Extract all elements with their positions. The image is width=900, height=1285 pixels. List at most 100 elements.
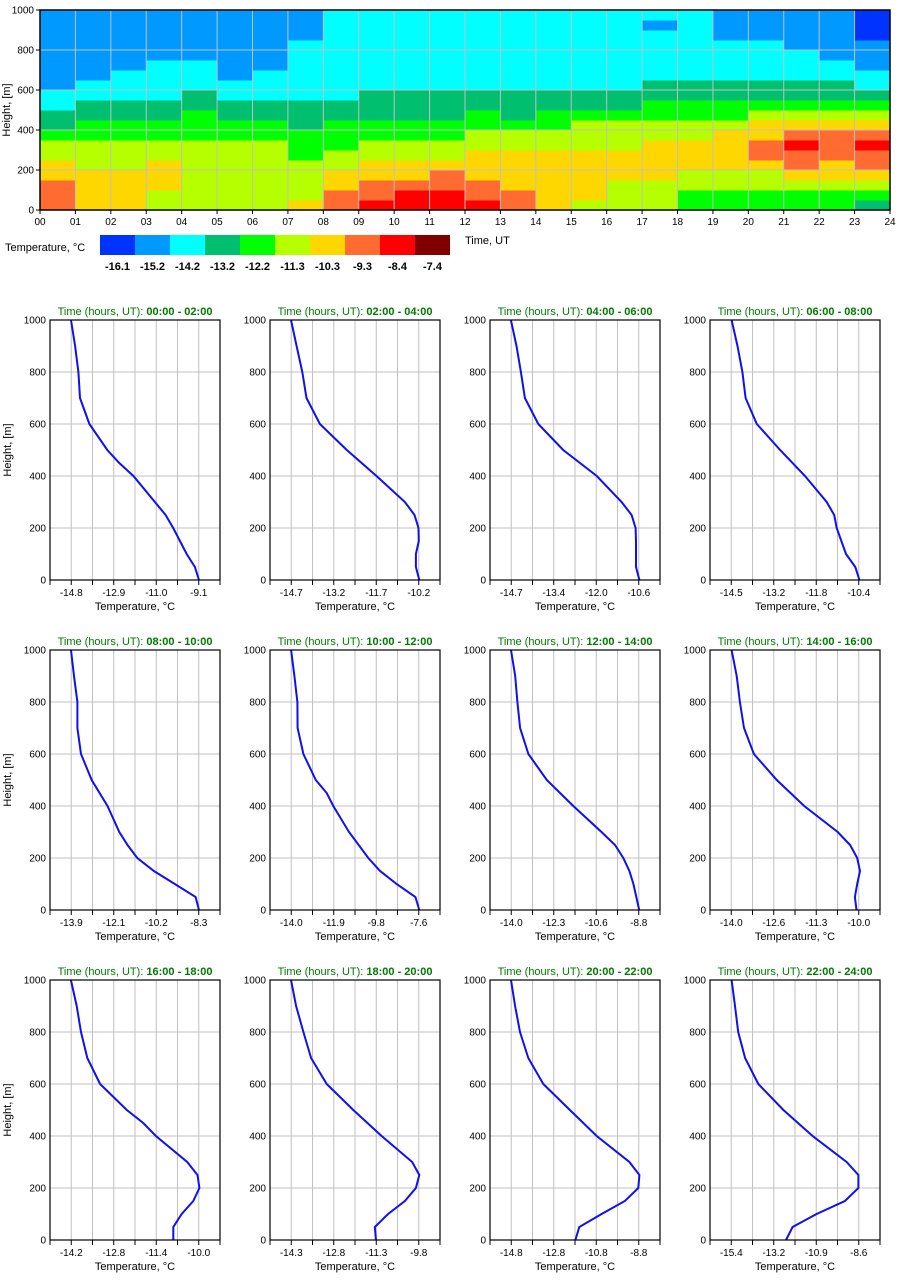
- heatmap-cell: [110, 80, 147, 91]
- temperature-profile-line: [510, 649, 641, 911]
- colorbar-swatch: [380, 235, 415, 255]
- heatmap-cell: [783, 120, 820, 131]
- heatmap-cell: [712, 100, 749, 111]
- heatmap-xlabel: Time, UT: [465, 235, 510, 247]
- heatmap-cell: [287, 130, 324, 141]
- heatmap-xtick-label: 21: [778, 217, 790, 228]
- heatmap-cell: [40, 130, 76, 141]
- heatmap-cell: [323, 50, 360, 61]
- heatmap-cell: [712, 180, 749, 191]
- profile-xtick-label: -8.3: [190, 918, 208, 929]
- heatmap-cell: [500, 10, 537, 21]
- heatmap-cell: [819, 190, 856, 201]
- profile-xtick-label: -10.9: [805, 1248, 828, 1259]
- heatmap-cell: [712, 160, 749, 171]
- colorbar-swatch: [100, 235, 135, 255]
- heatmap-cell: [748, 10, 785, 21]
- heatmap-cell: [75, 190, 112, 201]
- heatmap-cell: [606, 190, 643, 201]
- profile-xtick-label: -12.8: [322, 1248, 345, 1259]
- profile-ytick-label: 0: [700, 906, 706, 917]
- heatmap-cell: [181, 40, 218, 51]
- heatmap-cell: [571, 170, 608, 181]
- heatmap-cell: [712, 80, 749, 91]
- heatmap-cell: [323, 200, 360, 211]
- heatmap-cell: [40, 180, 76, 191]
- profile-xtick-label: -10.2: [145, 918, 168, 929]
- profile-frame: [709, 979, 881, 1241]
- profile-xtick-label: -12.9: [102, 588, 125, 599]
- heatmap-cell: [110, 40, 147, 51]
- profile-ytick-label: 1000: [244, 976, 267, 987]
- heatmap-cell: [323, 130, 360, 141]
- heatmap-cell: [287, 160, 324, 171]
- heatmap-cell: [677, 190, 714, 201]
- heatmap-cell: [500, 80, 537, 91]
- heatmap-cell: [217, 120, 253, 131]
- profile-xlabel: Temperature, °C: [535, 931, 615, 943]
- profile-xlabel: Temperature, °C: [755, 601, 835, 613]
- heatmap-cell: [217, 60, 253, 71]
- heatmap-cell: [712, 60, 749, 71]
- heatmap-cell: [358, 190, 395, 201]
- profile-xlabel: Temperature, °C: [535, 601, 615, 613]
- heatmap-cell: [146, 170, 183, 181]
- heatmap-cell: [465, 100, 501, 111]
- profile-xtick-label: -10.0: [187, 1248, 210, 1259]
- heatmap-cell: [712, 70, 749, 81]
- heatmap-cell: [429, 60, 466, 71]
- profile-ytick-label: 200: [689, 854, 706, 865]
- heatmap-cell: [606, 150, 643, 161]
- heatmap-cell: [40, 110, 76, 121]
- profile-title: Time (hours, UT): 20:00 - 22:00: [498, 966, 653, 978]
- heatmap-cell: [40, 50, 76, 61]
- profile-xtick-label: -13.2: [322, 588, 345, 599]
- heatmap-cell: [394, 190, 431, 201]
- profile-xtick-label: -10.6: [627, 588, 650, 599]
- heatmap-cell: [252, 100, 289, 111]
- profile-xtick-label: -14.0: [280, 918, 303, 929]
- heatmap-cell: [429, 30, 466, 41]
- heatmap-cell: [252, 180, 289, 191]
- temperature-profile-line: [70, 319, 200, 581]
- heatmap-cell: [854, 70, 891, 81]
- heatmap-cell: [252, 20, 289, 31]
- heatmap-cell: [323, 100, 360, 111]
- heatmap-cell: [748, 90, 785, 101]
- profile-title: Time (hours, UT): 16:00 - 18:00: [58, 966, 213, 978]
- profile-ytick-label: 800: [249, 698, 266, 709]
- heatmap-cell: [181, 130, 218, 141]
- heatmap-ytick-label: 1000: [12, 6, 35, 17]
- profile-ytick-label: 0: [700, 1236, 706, 1247]
- profile-ytick-label: 600: [469, 750, 486, 761]
- heatmap-xtick-label: 02: [105, 217, 117, 228]
- profile-ytick-label: 0: [260, 906, 266, 917]
- heatmap-cell: [854, 10, 891, 21]
- profile-ytick-label: 800: [689, 698, 706, 709]
- heatmap-cell: [287, 90, 324, 101]
- heatmap-cell: [323, 80, 360, 91]
- heatmap-cell: [465, 10, 501, 21]
- heatmap-cell: [287, 190, 324, 201]
- heatmap-cell: [677, 70, 714, 81]
- profile-ytick-label: 200: [29, 1184, 46, 1195]
- heatmap-cell: [252, 10, 289, 21]
- heatmap-cell: [748, 160, 785, 171]
- heatmap-cell: [181, 60, 218, 71]
- heatmap-xtick-label: 04: [176, 217, 188, 228]
- heatmap-xtick-label: 06: [247, 217, 259, 228]
- heatmap-xtick-label: 12: [459, 217, 471, 228]
- heatmap-cell: [606, 30, 643, 41]
- heatmap-cell: [75, 160, 112, 171]
- heatmap-cell: [854, 60, 891, 71]
- heatmap-cell: [40, 20, 76, 31]
- heatmap-cell: [287, 70, 324, 81]
- heatmap-cell: [677, 120, 714, 131]
- profile-ytick-label: 600: [689, 420, 706, 431]
- profile-ytick-label: 1000: [464, 316, 487, 327]
- heatmap-cell: [110, 110, 147, 121]
- heatmap-cell: [75, 80, 112, 91]
- profile-title-prefix: Time (hours, UT):: [718, 306, 807, 318]
- profile-ytick-label: 1000: [24, 316, 47, 327]
